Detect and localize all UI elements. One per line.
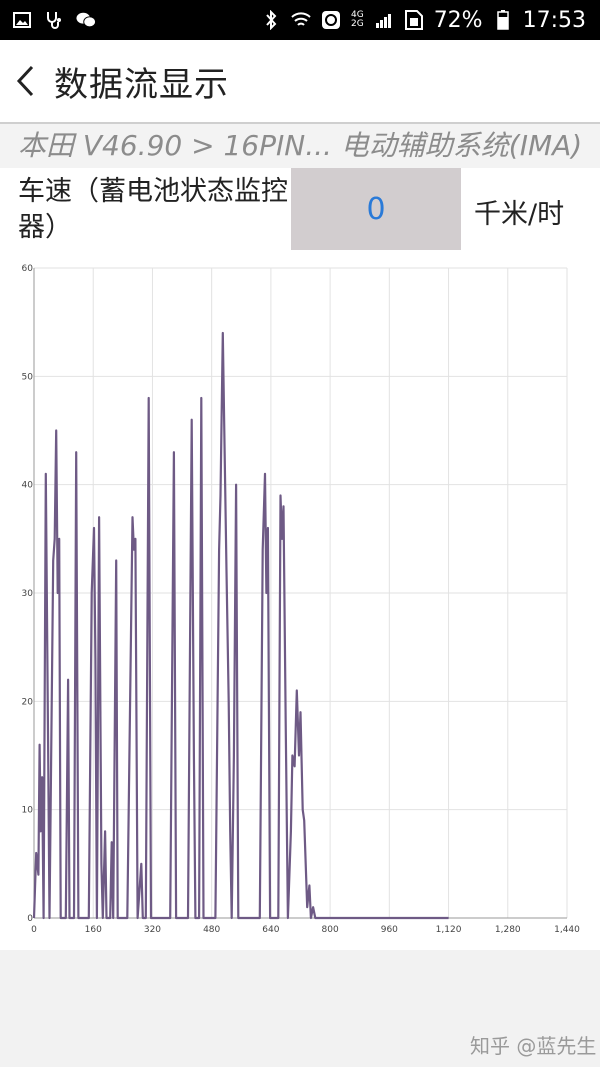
status-bar: 4G 2G 72% 17:53 (0, 0, 600, 40)
y-tick-label: 10 (22, 806, 34, 816)
gallery-icon (12, 10, 32, 30)
x-tick-label: 960 (381, 925, 398, 935)
pid-value: 0 (291, 168, 461, 250)
network-label-top: 4G (350, 10, 364, 20)
x-tick-label: 1,440 (554, 925, 580, 935)
battery-percent: 72% (433, 7, 483, 33)
breadcrumb: 本田 V46.90 > 16PIN... 电动辅助系统(IMA) (0, 124, 600, 168)
sim-icon (404, 10, 424, 30)
line-chart: 0 160 320 480 640 800 960 1,120 1,280 1,440 0 10 20 3… (22, 264, 581, 935)
header-divider (0, 122, 600, 124)
bluetooth-icon (261, 10, 281, 30)
y-tick-label: 60 (22, 264, 34, 274)
pid-row: 车速（蓄电池状态监控器） 0 千米/时 (0, 168, 600, 256)
status-time: 17:53 (522, 7, 586, 33)
battery-icon (493, 10, 513, 30)
wechat-icon (76, 10, 96, 30)
y-tick-label: 0 (27, 914, 33, 924)
signal-icon (374, 10, 394, 30)
x-tick-label: 640 (262, 925, 279, 935)
y-tick-label: 50 (22, 372, 34, 382)
y-tick-label: 40 (22, 481, 34, 491)
chart-area: 0 160 320 480 640 800 960 1,120 1,280 1,440 0 10 20 3… (0, 256, 600, 950)
y-tick-label: 20 (22, 697, 34, 707)
x-tick-label: 800 (322, 925, 339, 935)
app-bar: 数据流显示 (0, 40, 600, 122)
watermark: 知乎 @蓝先生 (470, 1034, 597, 1058)
chevron-left-icon (16, 65, 34, 97)
back-button[interactable] (2, 51, 48, 111)
x-tick-label: 1,280 (495, 925, 521, 935)
page-title: 数据流显示 (54, 64, 229, 105)
series-line (32, 331, 449, 920)
x-tick-label: 320 (144, 925, 161, 935)
network-label-bottom: 2G (350, 19, 364, 29)
stethoscope-icon (44, 10, 64, 30)
wifi-icon (291, 10, 311, 30)
x-tick-label: 0 (31, 925, 37, 935)
sync-icon (321, 10, 341, 30)
pid-unit: 千米/时 (474, 199, 565, 230)
pid-label: 车速（蓄电池状态监控器） (18, 176, 288, 243)
x-tick-label: 1,120 (436, 925, 462, 935)
y-tick-label: 30 (22, 589, 34, 599)
x-tick-label: 480 (203, 925, 220, 935)
network-type: 4G 2G (351, 11, 364, 29)
x-tick-label: 160 (85, 925, 102, 935)
